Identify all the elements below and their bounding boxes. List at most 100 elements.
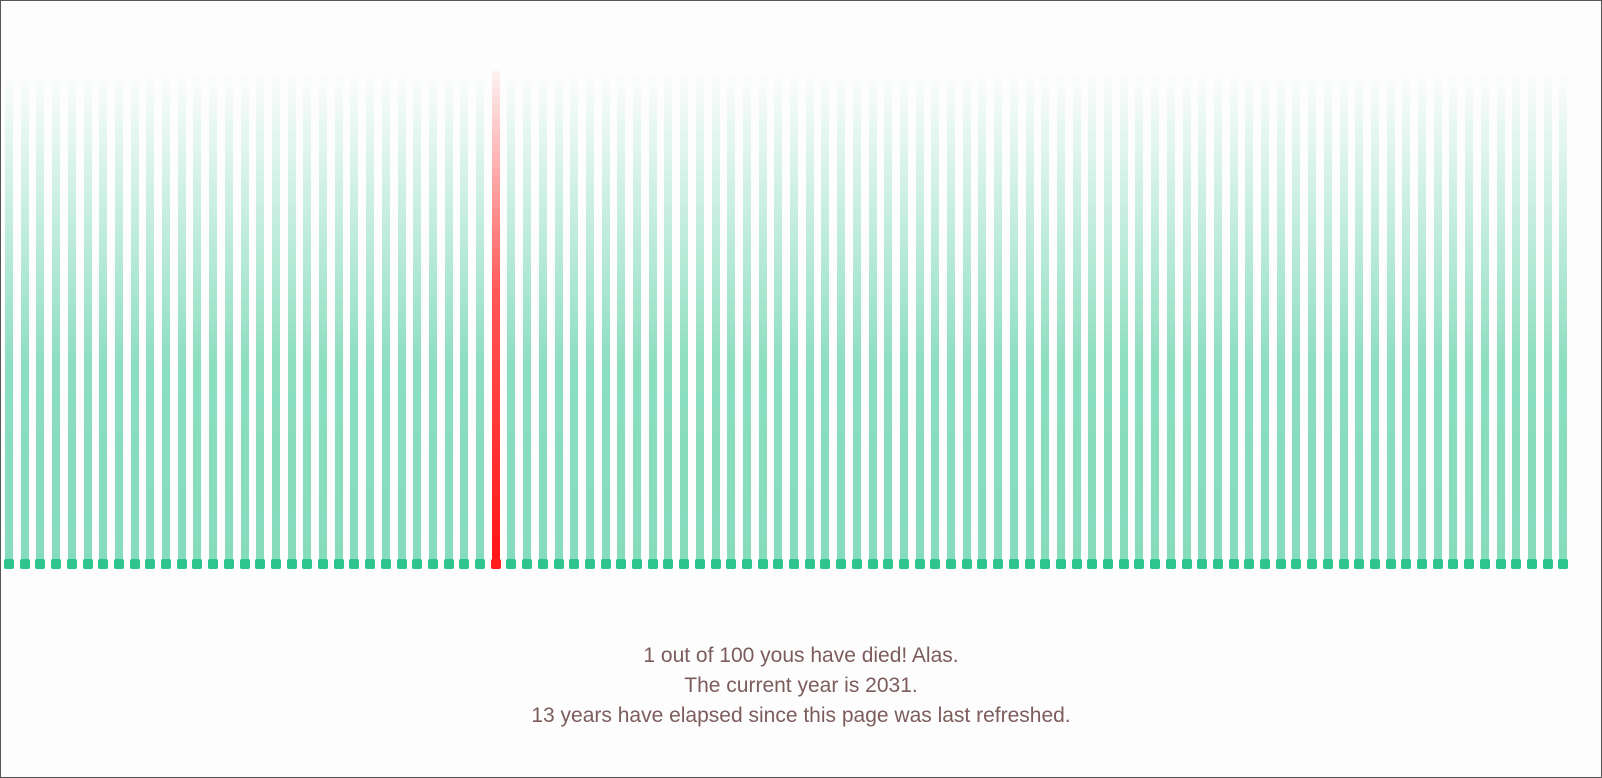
alive-you-bar — [1261, 71, 1269, 568]
alive-you-bar — [83, 71, 92, 568]
alive-you-bar — [1056, 71, 1065, 568]
alive-you-bar — [1480, 71, 1489, 568]
alive-you-bar — [1009, 71, 1018, 568]
alive-you-bar — [428, 71, 437, 568]
alive-you-marker — [412, 559, 423, 569]
alive-you-marker — [1040, 559, 1051, 569]
alive-you-bar — [52, 71, 61, 568]
alive-you-marker — [380, 559, 391, 569]
alive-you-bar — [1151, 71, 1160, 568]
alive-you-bar — [852, 71, 861, 568]
alive-you-marker — [475, 559, 485, 569]
alive-you-marker — [365, 559, 376, 569]
status-message: 1 out of 100 yous have died! Alas. The c… — [1, 641, 1601, 731]
alive-you-bar — [99, 71, 108, 568]
alive-you-bar — [1041, 71, 1050, 568]
alive-you-marker — [349, 559, 360, 569]
alive-you-marker — [270, 559, 281, 569]
alive-you-bar — [570, 71, 579, 568]
alive-you-marker — [333, 559, 344, 569]
alive-you-bar — [1527, 71, 1536, 568]
alive-you-marker — [726, 559, 737, 569]
alive-you-marker — [51, 559, 62, 569]
alive-you-marker — [1087, 559, 1098, 569]
alive-you-marker — [898, 559, 909, 569]
alive-you-marker — [506, 559, 517, 569]
alive-you-bar — [711, 71, 720, 568]
alive-you-marker — [1338, 559, 1349, 569]
alive-you-bar — [868, 71, 877, 568]
alive-you-marker — [1165, 559, 1176, 569]
alive-you-bar — [67, 71, 76, 568]
alive-you-bar — [727, 71, 736, 568]
alive-you-marker — [569, 559, 580, 569]
elapsed-years-text: 13 years have elapsed since this page wa… — [531, 704, 1071, 727]
alive-you-bar — [837, 71, 846, 568]
alive-you-marker — [1307, 559, 1318, 569]
dead-you-bar — [491, 71, 500, 568]
alive-you-marker — [600, 559, 611, 569]
alive-you-marker — [176, 559, 187, 569]
alive-you-bar — [366, 71, 375, 568]
alive-you-bar — [978, 71, 987, 568]
alive-you-bar — [1072, 71, 1081, 568]
alive-you-bar — [334, 71, 343, 568]
alive-you-bar — [601, 71, 610, 568]
alive-you-marker — [977, 559, 988, 569]
alive-you-bar — [350, 71, 359, 568]
alive-you-bar — [617, 71, 626, 568]
alive-you-bar — [758, 71, 767, 568]
alive-you-bar — [790, 71, 798, 568]
alive-you-bar — [460, 71, 469, 568]
alive-you-bar — [224, 71, 233, 568]
alive-you-marker — [1385, 559, 1396, 569]
alive-you-marker — [1150, 559, 1161, 569]
dead-you-marker — [490, 559, 501, 569]
alive-you-marker — [1024, 559, 1035, 569]
alive-you-marker — [1055, 559, 1066, 569]
alive-you-bar — [1104, 71, 1112, 568]
alive-you-bar — [680, 71, 689, 568]
alive-you-bar — [1433, 71, 1442, 568]
alive-you-marker — [632, 559, 642, 569]
alive-you-marker — [553, 559, 564, 569]
alive-you-bar — [36, 71, 45, 568]
alive-you-marker — [522, 559, 533, 569]
alive-you-bar — [947, 71, 955, 568]
alive-you-marker — [113, 559, 124, 569]
alive-you-marker — [459, 559, 470, 569]
alive-you-bar — [1418, 71, 1426, 568]
alive-you-marker — [1212, 559, 1223, 569]
alive-you-marker — [820, 559, 831, 569]
alive-you-marker — [804, 559, 815, 569]
alive-you-bar — [1198, 71, 1207, 568]
alive-you-bar — [664, 71, 673, 568]
alive-you-marker — [1181, 559, 1192, 569]
alive-you-bar — [476, 71, 484, 568]
alive-you-marker — [1071, 559, 1082, 569]
alive-you-bar — [1339, 71, 1348, 568]
alive-you-marker — [82, 559, 93, 569]
alive-you-bar — [554, 71, 563, 568]
alive-you-marker — [1417, 559, 1427, 569]
alive-you-marker — [19, 559, 30, 569]
alive-you-bar — [271, 71, 280, 568]
alive-you-bar — [1292, 71, 1301, 568]
alive-you-bar — [695, 71, 704, 568]
alive-you-marker — [1291, 559, 1302, 569]
alive-you-marker — [647, 559, 658, 569]
alive-you-marker — [1244, 559, 1255, 569]
alive-you-marker — [239, 559, 250, 569]
alive-you-bar — [538, 71, 547, 568]
alive-you-bar — [962, 71, 971, 568]
alive-you-marker — [616, 559, 627, 569]
alive-you-marker — [1479, 559, 1490, 569]
alive-you-marker — [145, 559, 156, 569]
alive-you-bar — [240, 71, 249, 568]
alive-you-bar — [413, 71, 422, 568]
alive-you-marker — [883, 559, 894, 569]
alive-you-bar — [585, 71, 594, 568]
alive-you-marker — [789, 559, 799, 569]
alive-you-marker — [1495, 559, 1506, 569]
alive-you-marker — [1228, 559, 1239, 569]
